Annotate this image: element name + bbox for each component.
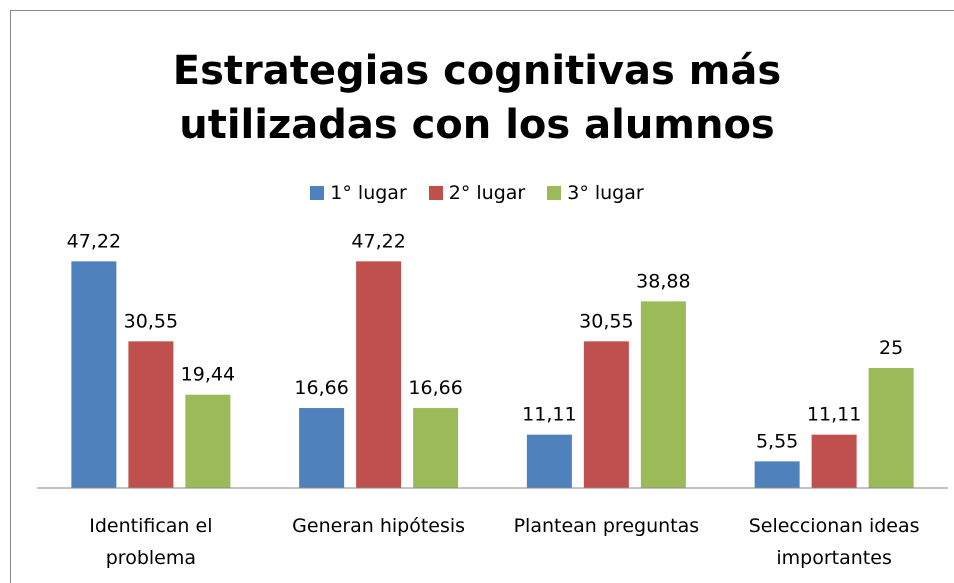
- chart-title: Estrategias cognitivas más utilizadas co…: [172, 48, 782, 148]
- bar: [413, 408, 459, 488]
- legend-swatch: [310, 186, 325, 200]
- data-label: 11,11: [807, 404, 861, 426]
- data-label: 38,88: [636, 270, 690, 292]
- legend: 1° lugar 2° lugar 3° lugar: [0, 182, 954, 204]
- bar: [754, 461, 800, 488]
- bar: [811, 434, 857, 488]
- bar: [526, 434, 572, 488]
- x-tick-label: Identifican el problema: [89, 515, 213, 569]
- data-label: 47,22: [67, 230, 121, 252]
- bar: [128, 341, 174, 488]
- legend-label: 1° lugar: [330, 182, 407, 204]
- data-label: 47,22: [351, 230, 405, 252]
- legend-item: 3° lugar: [547, 182, 644, 204]
- x-tick-label: Seleccionan ideas importantes: [748, 515, 920, 569]
- bar: [640, 301, 686, 488]
- data-label: 11,11: [522, 404, 576, 426]
- data-label: 19,44: [181, 364, 235, 386]
- data-label: 16,66: [294, 377, 348, 399]
- bar: [583, 341, 629, 488]
- legend-label: 3° lugar: [567, 182, 644, 204]
- data-label: 30,55: [579, 310, 633, 332]
- bar: [356, 261, 402, 488]
- x-tick-label: Plantean preguntas: [513, 515, 700, 537]
- data-label: 30,55: [124, 310, 178, 332]
- bar: [185, 394, 231, 488]
- x-tick-label: Generan hipótesis: [292, 515, 466, 537]
- legend-item: 1° lugar: [310, 182, 407, 204]
- data-label: 16,66: [408, 377, 462, 399]
- legend-item: 2° lugar: [428, 182, 526, 204]
- bar: [71, 261, 117, 488]
- legend-swatch: [428, 186, 443, 200]
- bar: [299, 408, 345, 488]
- data-label: 5,55: [756, 430, 798, 452]
- data-label: 25: [879, 337, 903, 359]
- bar: [868, 368, 914, 488]
- legend-swatch: [547, 186, 562, 200]
- legend-label: 2° lugar: [448, 182, 526, 204]
- chart-frame: [10, 10, 954, 583]
